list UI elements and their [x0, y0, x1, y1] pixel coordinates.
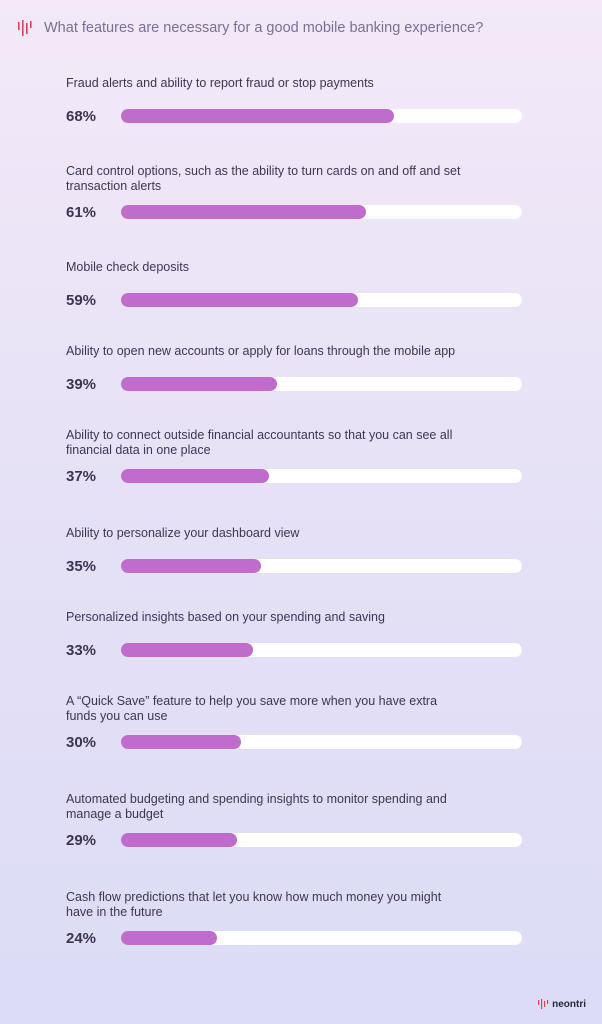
bar-fill [121, 109, 394, 123]
bar-row: Ability to connect outside financial acc… [66, 428, 522, 485]
bar-value-label: 61% [66, 203, 97, 221]
bar-track [121, 205, 522, 219]
bar-line: 24% [66, 929, 522, 947]
bar-line: 30% [66, 733, 522, 751]
chart-title: What features are necessary for a good m… [44, 20, 484, 36]
bar-category-label: Ability to open new accounts or apply fo… [66, 344, 456, 358]
bar-track [121, 377, 522, 391]
bar-line: 59% [66, 291, 522, 309]
bar-line: 33% [66, 641, 522, 659]
bar-category-label: Personalized insights based on your spen… [66, 610, 385, 624]
bar-track [121, 735, 522, 749]
bar-category-label: Mobile check deposits [66, 260, 189, 274]
bar-value-label: 29% [66, 831, 97, 849]
bar-row: Mobile check deposits 59% [66, 260, 522, 309]
bar-line: 68% [66, 107, 522, 125]
bar-value-label: 24% [66, 929, 97, 947]
bar-line: 29% [66, 831, 522, 849]
bar-category-label: Automated budgeting and spending insight… [66, 792, 447, 821]
bar-track [121, 559, 522, 573]
bar-category-label: Card control options, such as the abilit… [66, 164, 461, 193]
brand-name: neontri [552, 998, 586, 1010]
bar-value-label: 37% [66, 467, 97, 485]
waveform-logo-icon [18, 20, 32, 36]
bar-track [121, 833, 522, 847]
bar-line: 61% [66, 203, 522, 221]
bar-line: 39% [66, 375, 522, 393]
bar-track [121, 931, 522, 945]
bar-category-label: Ability to connect outside financial acc… [66, 428, 453, 457]
bar-fill [121, 293, 358, 307]
bar-fill [121, 559, 262, 573]
bar-category-label: Fraud alerts and ability to report fraud… [66, 76, 374, 90]
bar-fill [121, 735, 242, 749]
bar-row: Ability to personalize your dashboard vi… [66, 526, 522, 575]
brand-logo: neontri [537, 998, 586, 1010]
bar-value-label: 35% [66, 557, 97, 575]
bar-value-label: 30% [66, 733, 97, 751]
bar-row: Ability to open new accounts or apply fo… [66, 344, 522, 393]
bar-fill [121, 205, 366, 219]
bar-row: Card control options, such as the abilit… [66, 164, 522, 221]
bar-value-label: 59% [66, 291, 97, 309]
chart-header: What features are necessary for a good m… [16, 16, 483, 40]
bar-line: 35% [66, 557, 522, 575]
bar-value-label: 68% [66, 107, 97, 125]
bar-category-label: Ability to personalize your dashboard vi… [66, 526, 300, 540]
bar-track [121, 109, 522, 123]
waveform-logo-icon [538, 999, 549, 1009]
bar-value-label: 33% [66, 641, 97, 659]
bar-track [121, 293, 522, 307]
bar-value-label: 39% [66, 375, 97, 393]
bar-row: Cash flow predictions that let you know … [66, 890, 522, 947]
bar-track [121, 643, 522, 657]
bar-fill [121, 377, 278, 391]
bar-row: Personalized insights based on your spen… [66, 610, 522, 659]
bar-category-label: Cash flow predictions that let you know … [66, 890, 442, 919]
bar-line: 37% [66, 467, 522, 485]
bar-category-label: A “Quick Save” feature to help you save … [66, 694, 438, 723]
bar-row: A “Quick Save” feature to help you save … [66, 694, 522, 751]
bar-fill [121, 833, 238, 847]
bar-row: Automated budgeting and spending insight… [66, 792, 522, 849]
bar-fill [121, 931, 218, 945]
bar-row: Fraud alerts and ability to report fraud… [66, 76, 522, 125]
bar-track [121, 469, 522, 483]
bar-fill [121, 469, 270, 483]
bar-fill [121, 643, 254, 657]
